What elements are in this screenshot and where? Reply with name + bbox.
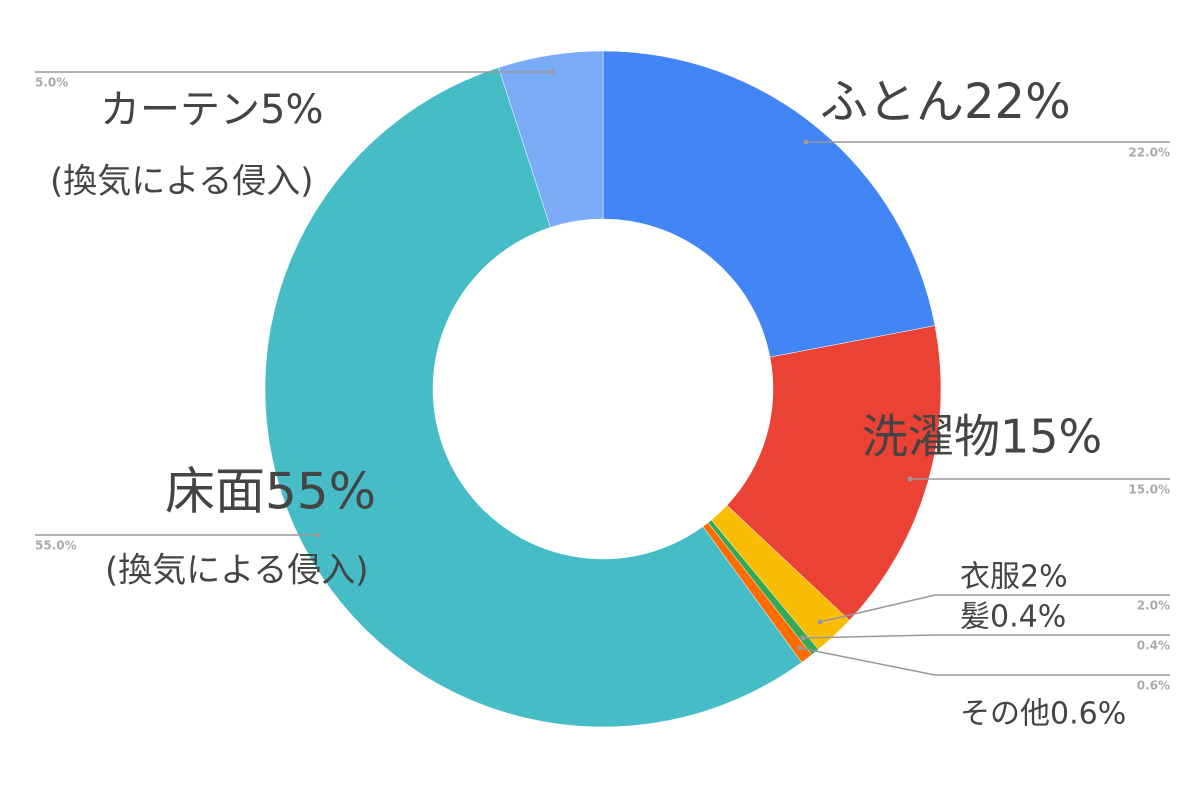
value-label: 5.0% <box>35 76 68 90</box>
leader-line <box>799 647 1170 676</box>
category-sublabel: (換気による侵入) <box>50 162 314 202</box>
leader-dot <box>549 69 555 75</box>
leader-dot <box>817 619 823 625</box>
category-label: 衣服2% <box>960 560 1068 595</box>
leader-dot <box>797 645 803 651</box>
leader-line <box>819 594 1170 623</box>
leader-dot <box>803 139 809 145</box>
category-sublabel: (換気による侵入) <box>105 551 369 591</box>
leader-dot <box>315 532 321 538</box>
leader-dot <box>800 635 806 641</box>
donut-slice <box>602 50 936 358</box>
value-label: 0.4% <box>1137 639 1170 653</box>
category-label: カーテン5% <box>100 87 323 133</box>
donut-slice <box>498 50 604 228</box>
leader-dot <box>907 476 913 482</box>
value-label: 22.0% <box>1128 146 1170 160</box>
value-label: 15.0% <box>1128 483 1170 497</box>
category-label: 髪0.4% <box>960 600 1066 635</box>
category-label: 床面55% <box>165 463 376 521</box>
category-label: 洗濯物15% <box>862 410 1102 464</box>
category-label: ふとん22% <box>820 74 1071 130</box>
value-label: 55.0% <box>35 539 77 553</box>
donut-slice <box>726 325 942 621</box>
value-label: 0.6% <box>1137 679 1170 693</box>
leader-line <box>802 634 1170 639</box>
category-label: その他0.6% <box>960 697 1126 732</box>
donut-slice <box>264 67 803 728</box>
value-label: 2.0% <box>1137 599 1170 613</box>
